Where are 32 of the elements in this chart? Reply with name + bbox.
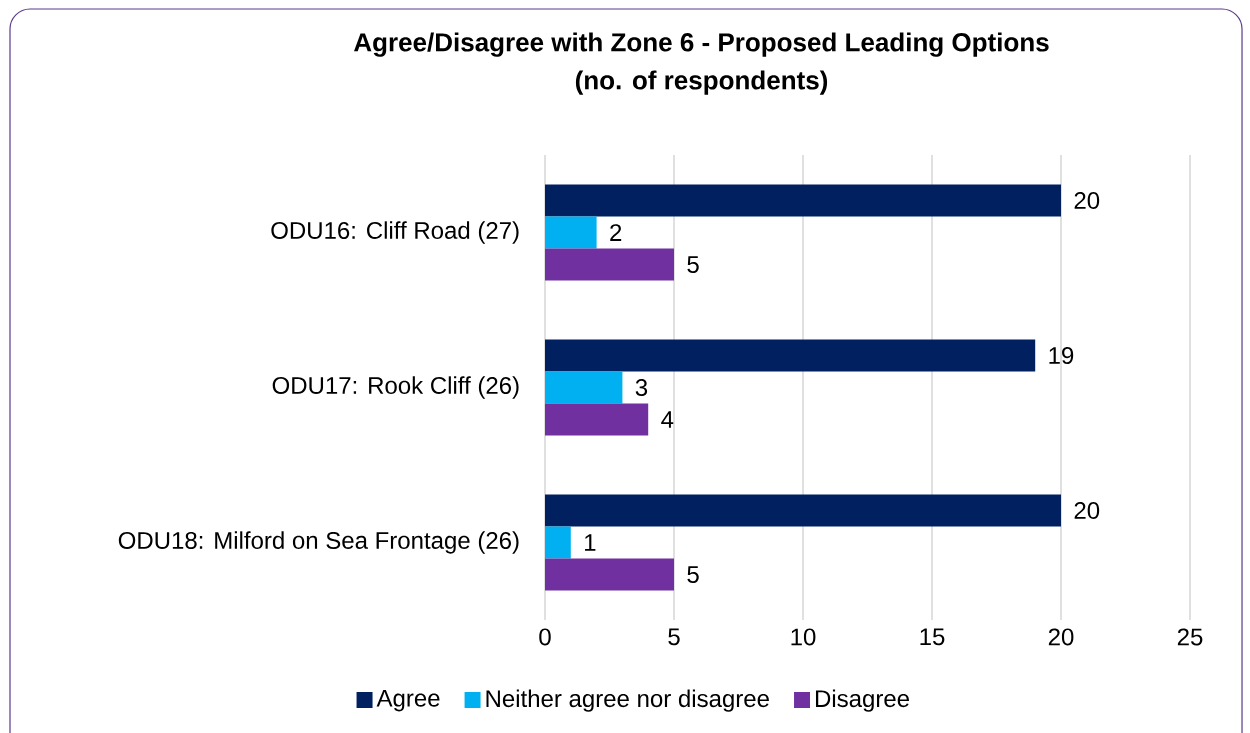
chart-subtitle: (no. of respondents)	[575, 70, 828, 95]
data-label: 20	[1074, 502, 1100, 520]
data-label: 3	[635, 379, 648, 397]
data-label: 4	[661, 411, 674, 428]
data-label: 2	[610, 224, 622, 241]
bar	[545, 371, 623, 404]
data-label: 1	[585, 534, 596, 551]
bar	[545, 339, 1036, 372]
bar	[545, 248, 674, 281]
data-label: 5	[687, 256, 699, 273]
y-tick-label: ODU18: Milford on Sea Frontage (26)	[118, 531, 519, 554]
chart-title: Agree/Disagree with Zone 6 - Proposed Leading Options	[353, 32, 1049, 57]
bar	[545, 494, 1062, 527]
legend-label: Disagree	[815, 689, 909, 712]
x-tick-label: 25	[1177, 628, 1203, 646]
bar	[545, 403, 649, 436]
bar	[545, 526, 571, 559]
bar	[545, 558, 674, 591]
data-label: 19	[1049, 347, 1074, 365]
bar	[545, 184, 1062, 217]
x-tick-label: 5	[668, 628, 680, 646]
y-tick-label: ODU17: Rook Cliff (26)	[272, 376, 519, 399]
data-label: 5	[687, 566, 699, 583]
x-tick-label: 15	[920, 628, 945, 646]
y-tick-label: ODU16: Cliff Road (27)	[271, 221, 519, 244]
x-tick-label: 0	[539, 628, 551, 646]
legend-label: Neither agree nor disagree	[486, 689, 769, 712]
bar	[545, 216, 597, 249]
data-label: 20	[1074, 192, 1100, 210]
x-tick-label: 10	[791, 628, 816, 646]
x-tick-label: 20	[1048, 628, 1074, 646]
legend-label: Agree	[376, 689, 440, 712]
